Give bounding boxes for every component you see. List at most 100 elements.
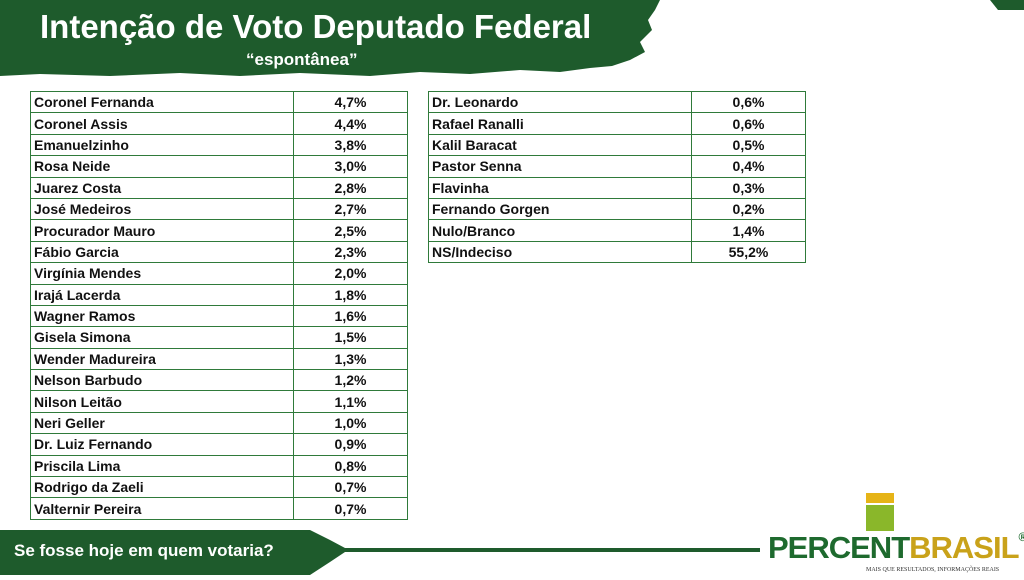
table-row: Dr. Luiz Fernando 0,9%: [30, 433, 408, 456]
table-row: Irajá Lacerda 1,8%: [30, 283, 408, 306]
table-row: Rodrigo da Zaeli 0,7%: [30, 476, 408, 499]
table-row: Flavinha 0,3%: [428, 176, 806, 199]
value-cell: 0,8%: [293, 454, 408, 478]
name-cell: NS/Indeciso: [428, 240, 692, 264]
value-cell: 55,2%: [691, 240, 806, 264]
value-cell: 2,8%: [293, 176, 408, 199]
name-cell: Priscila Lima: [30, 454, 294, 478]
table-row: Rafael Ranalli 0,6%: [428, 112, 806, 135]
table-row: Nilson Leitão 1,1%: [30, 390, 408, 413]
table-row: Virgínia Mendes 2,0%: [30, 262, 408, 285]
logo-tagline: MAIS QUE RESULTADOS, INFORMAÇÕES REAIS: [866, 567, 1000, 573]
value-cell: 1,2%: [293, 369, 408, 392]
table-row: Valternir Pereira 0,7%: [30, 497, 408, 520]
table-row: Neri Geller 1,0%: [30, 411, 408, 435]
name-cell: Coronel Fernanda: [30, 90, 294, 114]
value-cell: 0,7%: [293, 497, 408, 520]
name-cell: Nulo/Branco: [428, 219, 692, 242]
corner-shape: [990, 0, 1024, 10]
value-cell: 4,4%: [293, 112, 408, 135]
table-row: Fábio Garcia 2,3%: [30, 240, 408, 264]
table-row: Priscila Lima 0,8%: [30, 454, 408, 478]
logo-text: PERCENT: [768, 530, 910, 565]
table-row: Pastor Senna 0,4%: [428, 155, 806, 178]
logo-icon: [866, 493, 894, 503]
value-cell: 0,3%: [691, 176, 806, 199]
value-cell: 1,5%: [293, 326, 408, 349]
name-cell: Neri Geller: [30, 411, 294, 435]
value-cell: 0,9%: [293, 433, 408, 456]
name-cell: Fábio Garcia: [30, 240, 294, 264]
table-row: Coronel Assis 4,4%: [30, 112, 408, 135]
footer-bar: [0, 530, 760, 575]
name-cell: José Medeiros: [30, 197, 294, 221]
name-cell: Fernando Gorgen: [428, 197, 692, 221]
value-cell: 0,6%: [691, 90, 806, 114]
table-row: Wender Madureira 1,3%: [30, 347, 408, 371]
name-cell: Dr. Leonardo: [428, 90, 692, 114]
table: Dr. Leonardo 0,6% Rafael Ranalli 0,6% Kalil …: [428, 90, 806, 264]
name-cell: Pastor Senna: [428, 155, 692, 178]
name-cell: Rafael Ranalli: [428, 112, 692, 135]
name-cell: Procurador Mauro: [30, 219, 294, 242]
value-cell: 1,6%: [293, 304, 408, 328]
value-cell: 1,0%: [293, 411, 408, 435]
table-row: Gisela Simona 1,5%: [30, 326, 408, 349]
name-cell: Juarez Costa: [30, 176, 294, 199]
value-cell: 0,5%: [691, 133, 806, 157]
name-cell: Wagner Ramos: [30, 304, 294, 328]
table-row: Procurador Mauro 2,5%: [30, 219, 408, 242]
value-cell: 3,0%: [293, 155, 408, 178]
value-cell: 0,4%: [691, 155, 806, 178]
name-cell: Coronel Assis: [30, 112, 294, 135]
value-cell: 0,6%: [691, 112, 806, 135]
footer-question: Se fosse hoje em quem votaria?: [14, 541, 274, 560]
name-cell: Nilson Leitão: [30, 390, 294, 413]
table-row: Fernando Gorgen 0,2%: [428, 197, 806, 221]
table: Coronel Fernanda 4,7% Coronel Assis 4,4% Ema…: [30, 90, 408, 520]
value-cell: 2,3%: [293, 240, 408, 264]
name-cell: Irajá Lacerda: [30, 283, 294, 306]
table-row: Coronel Fernanda 4,7%: [30, 90, 408, 114]
table-row: Rosa Neide 3,0%: [30, 155, 408, 178]
table-row: Emanuelzinho 3,8%: [30, 133, 408, 157]
value-cell: 4,7%: [293, 90, 408, 114]
table-row: Nelson Barbudo 1,2%: [30, 369, 408, 392]
table-row: Juarez Costa 2,8%: [30, 176, 408, 199]
name-cell: Nelson Barbudo: [30, 369, 294, 392]
logo-text: BRASIL: [909, 530, 1019, 565]
name-cell: Flavinha: [428, 176, 692, 199]
logo-mark: ®: [1018, 530, 1024, 544]
value-cell: 0,7%: [293, 476, 408, 499]
name-cell: Emanuelzinho: [30, 133, 294, 157]
value-cell: 1,3%: [293, 347, 408, 371]
name-cell: Kalil Baracat: [428, 133, 692, 157]
logo: PERCENTBRASIL®: [768, 530, 1024, 566]
name-cell: Rosa Neide: [30, 155, 294, 178]
value-cell: 2,7%: [293, 197, 408, 221]
table-row: NS/Indeciso 55,2%: [428, 240, 806, 264]
value-cell: 0,2%: [691, 197, 806, 221]
table-row: José Medeiros 2,7%: [30, 197, 408, 221]
name-cell: Dr. Luiz Fernando: [30, 433, 294, 456]
table-row: Wagner Ramos 1,6%: [30, 304, 408, 328]
title: Intenção de Voto Deputado Federal: [40, 8, 592, 45]
table-row: Kalil Baracat 0,5%: [428, 133, 806, 157]
name-cell: Wender Madureira: [30, 347, 294, 371]
table-row: Nulo/Branco 1,4%: [428, 219, 806, 242]
name-cell: Valternir Pereira: [30, 497, 294, 520]
name-cell: Rodrigo da Zaeli: [30, 476, 294, 499]
value-cell: 3,8%: [293, 133, 408, 157]
name-cell: Virgínia Mendes: [30, 262, 294, 285]
value-cell: 1,1%: [293, 390, 408, 413]
title-banner: [0, 0, 660, 76]
value-cell: 2,0%: [293, 262, 408, 285]
value-cell: 1,4%: [691, 219, 806, 242]
logo-icon: [866, 505, 894, 531]
table-row: Dr. Leonardo 0,6%: [428, 90, 806, 114]
name-cell: Gisela Simona: [30, 326, 294, 349]
subtitle: “espontânea”: [246, 50, 358, 69]
value-cell: 2,5%: [293, 219, 408, 242]
